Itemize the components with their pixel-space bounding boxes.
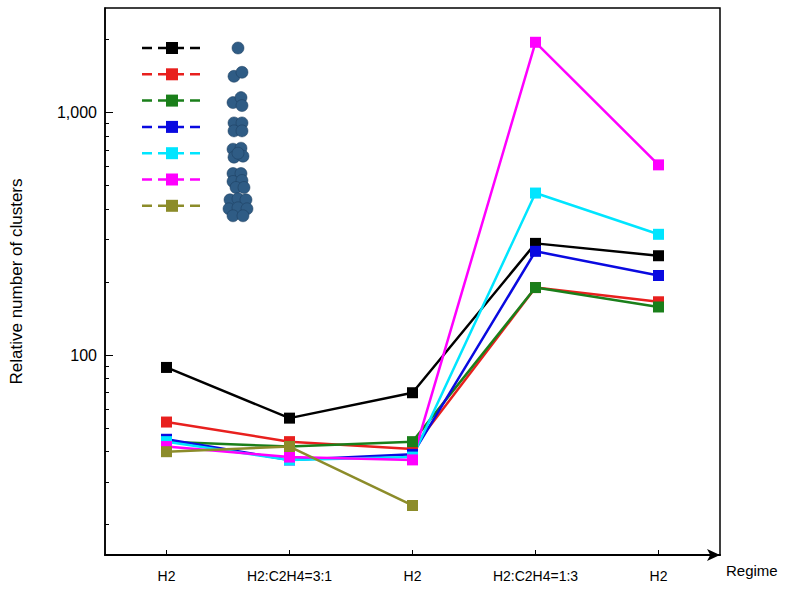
svg-text:H2:C2H4=1:3: H2:C2H4=1:3 (493, 568, 578, 584)
svg-text:H2: H2 (158, 568, 176, 584)
svg-text:Regime: Regime (726, 562, 778, 579)
svg-text:H2:C2H4=3:1: H2:C2H4=3:1 (247, 568, 332, 584)
svg-text:H2: H2 (404, 568, 422, 584)
svg-text:H2: H2 (650, 568, 668, 584)
svg-text:1,000: 1,000 (57, 104, 97, 121)
svg-text:Relative number of clusters: Relative number of clusters (7, 179, 26, 385)
svg-text:100: 100 (70, 347, 97, 364)
